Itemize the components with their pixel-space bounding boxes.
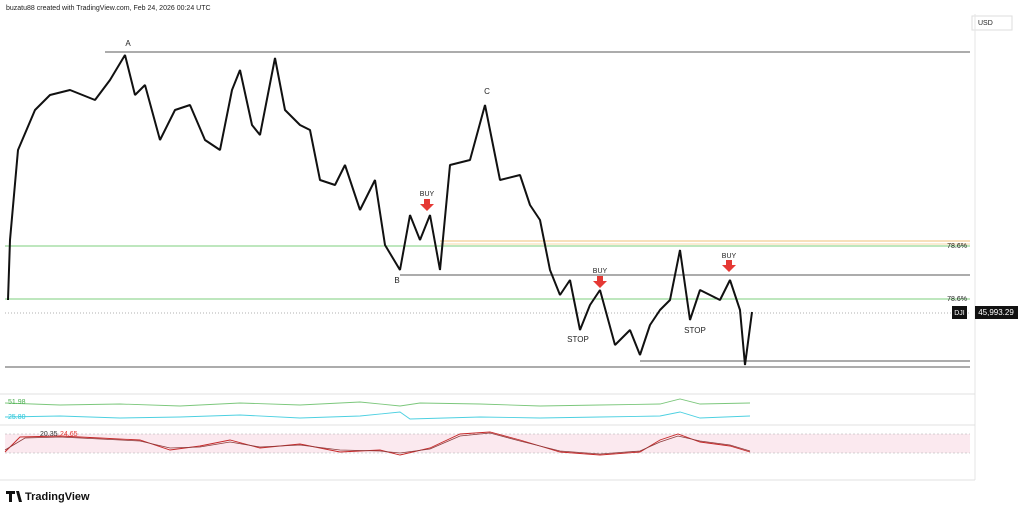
rsi-value: 24.65 [60,431,78,438]
stop-label: STOP [567,335,589,344]
brand-logo [6,491,22,502]
rsi-signal [4,432,751,455]
caption: buzatu88 created with TradingView.com, F… [6,5,211,12]
indicator-value: 51.98 [8,399,26,406]
buy-label: BUY [722,253,737,260]
buy-arrow [593,276,607,288]
indicator-line [4,411,751,420]
rsi-band [5,434,970,453]
wave-label: A [125,39,131,48]
rsi-value: 20.35 [40,431,58,438]
fib-label: 78.6% [947,296,967,303]
brand: TradingView [25,491,90,503]
stop-label: STOP [684,326,706,335]
wave-label: B [394,276,399,285]
buy-arrow [420,199,434,211]
currency-box [971,15,1013,31]
currency: USD [978,20,993,27]
buy-label: BUY [420,191,435,198]
indicator-value: 25.80 [8,414,26,421]
rsi-line [4,431,751,456]
price: 45,993.29 [978,308,1014,317]
wave-label: C [484,87,490,96]
buy-arrow [722,260,736,272]
symbol: DJI [954,310,965,317]
indicator-line [4,398,751,407]
fib-label: 78.6% [947,243,967,250]
price-box [975,306,1018,319]
buy-label: BUY [593,268,608,275]
symbol-box [952,306,967,319]
price-bars [7,54,753,366]
